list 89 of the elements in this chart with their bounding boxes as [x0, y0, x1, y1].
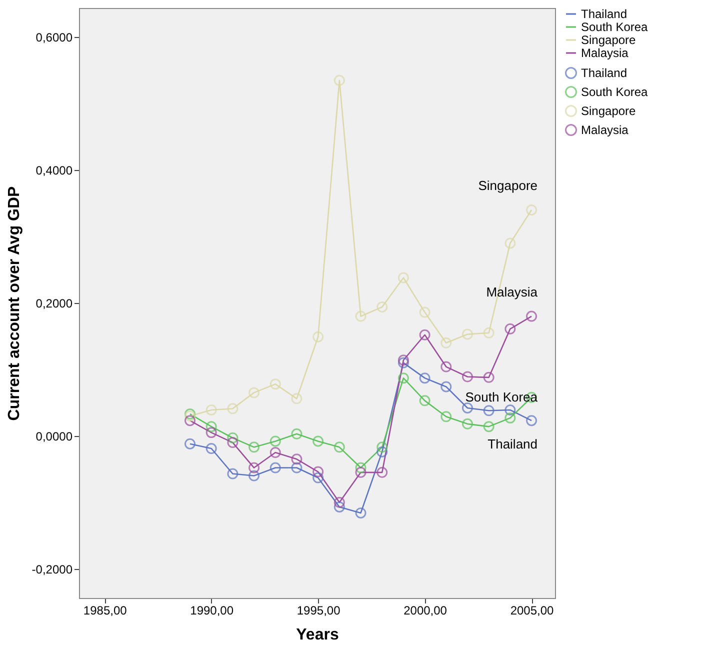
- point: [355, 507, 366, 518]
- x-tick-label: 1985,00: [83, 604, 128, 618]
- y-tick-label: 0,0000: [36, 429, 73, 444]
- point: [419, 306, 430, 318]
- point: [227, 432, 238, 444]
- point: [355, 462, 366, 474]
- point: [270, 378, 281, 390]
- point: [462, 328, 473, 340]
- point: [483, 421, 494, 432]
- point: [483, 405, 494, 416]
- point: [419, 372, 430, 384]
- point: [440, 337, 452, 348]
- point: [526, 415, 538, 426]
- legend-label: Malaysia: [581, 123, 629, 137]
- point: [376, 302, 388, 312]
- point: [376, 446, 388, 458]
- point: [291, 393, 302, 404]
- point: [184, 415, 196, 426]
- point: [462, 418, 473, 430]
- point: [270, 462, 281, 474]
- point: [270, 447, 281, 458]
- x-tick-label: 2005,00: [510, 604, 554, 618]
- point: [248, 387, 260, 398]
- point: [398, 357, 409, 368]
- point: [248, 442, 260, 453]
- legend-label: Thailand: [581, 66, 628, 80]
- point: [483, 372, 494, 383]
- point: [270, 436, 281, 447]
- point: [312, 331, 324, 342]
- point: [312, 466, 324, 478]
- point: [248, 470, 260, 482]
- point: [483, 327, 494, 338]
- text: Thailand: [581, 7, 628, 21]
- point: [355, 466, 366, 478]
- point: [440, 381, 452, 392]
- point: [526, 310, 538, 322]
- text: Singapore: [478, 178, 538, 193]
- point: [462, 371, 473, 382]
- text: South Korea: [465, 389, 538, 404]
- text: South Korea: [581, 20, 648, 34]
- point: [248, 462, 260, 474]
- point: [227, 468, 238, 480]
- y-tick-label: 0,2000: [36, 296, 73, 310]
- point: [419, 329, 430, 340]
- text: Thailand: [488, 436, 538, 452]
- point: [398, 272, 409, 284]
- point: [462, 402, 473, 414]
- y-tick-label: 0,6000: [36, 30, 73, 45]
- text: Singapore: [581, 33, 636, 47]
- point: [206, 421, 217, 432]
- point: [291, 428, 302, 440]
- y-tick-label: 0,4000: [36, 164, 73, 178]
- point: [184, 438, 196, 450]
- point: [334, 496, 345, 508]
- point: [398, 372, 409, 384]
- x-axis-title: Years: [296, 626, 339, 644]
- point: [398, 354, 409, 366]
- y-tick-label: -0,2000: [32, 562, 73, 576]
- point: [291, 462, 302, 474]
- legend-label: South Korea: [581, 85, 648, 99]
- x-tick-label: 2000,00: [404, 604, 448, 618]
- text: Malaysia: [581, 46, 628, 60]
- point: [334, 442, 345, 453]
- y-axis-title: Current account over Avg GDP: [6, 186, 23, 421]
- point: [376, 442, 388, 453]
- point: [227, 437, 238, 448]
- point: [526, 204, 538, 216]
- point: [312, 472, 324, 484]
- point: [291, 454, 302, 465]
- text: Malaysia: [486, 284, 538, 300]
- point: [206, 427, 217, 438]
- point: [504, 404, 516, 416]
- legend-label: Singapore: [581, 104, 636, 118]
- point: [440, 411, 452, 422]
- point: [419, 395, 430, 406]
- point: [227, 403, 238, 414]
- point: [334, 501, 345, 512]
- point: [504, 238, 516, 249]
- x-tick-label: 1990,00: [190, 604, 234, 618]
- x-tick-label: 1995,00: [296, 604, 341, 618]
- point: [312, 436, 324, 447]
- point: [440, 361, 452, 372]
- point: [376, 466, 388, 478]
- point: [206, 404, 217, 416]
- point: [206, 443, 217, 454]
- point: [334, 74, 345, 86]
- point: [504, 323, 516, 334]
- point: [355, 310, 366, 322]
- point: [504, 412, 516, 424]
